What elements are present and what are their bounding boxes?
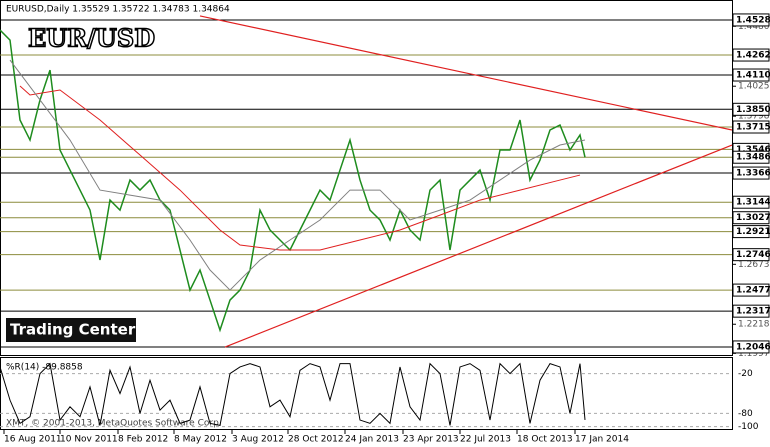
level-box (732, 304, 770, 318)
x-tick-label: 18 Oct 2013 (517, 435, 573, 445)
level-box (732, 13, 770, 27)
price-line (19, 85, 581, 251)
oscillator-label: %R(14) -89.8858 (6, 363, 83, 373)
osc-tick-label: -20 (738, 369, 753, 379)
x-tick-label: 8 Feb 2012 (118, 435, 168, 445)
x-tick-label: 8 May 2012 (174, 435, 227, 445)
x-tick-label: 16 Aug 2011 (4, 435, 62, 445)
x-tick-label: 23 Apr 2013 (403, 435, 459, 445)
osc-tick-label: -100 (738, 422, 759, 432)
x-tick-label: 24 Jan 2013 (345, 435, 399, 445)
price-line (9, 59, 586, 291)
price-line (0, 29, 586, 333)
level-box (732, 48, 770, 62)
x-tick-label: 10 Nov 2011 (60, 435, 118, 445)
level-label: 1.33662 (736, 169, 770, 179)
x-tick-label: 22 Jul 2013 (460, 435, 511, 445)
level-box (732, 150, 770, 164)
osc-tick-label: -80 (738, 409, 753, 419)
level-box (732, 211, 770, 225)
level-label: 1.27467 (736, 250, 770, 260)
level-box (732, 166, 770, 180)
level-box (732, 120, 770, 134)
brand-box (6, 318, 136, 342)
level-box (732, 102, 770, 116)
x-tick-label: 17 Jan 2014 (575, 435, 629, 445)
oscillator-panel (0, 357, 733, 430)
y-tick-label: 1.26735 (738, 260, 770, 270)
y-tick-label: 1.37980 (738, 112, 770, 122)
level-label: 1.37158 (736, 123, 770, 133)
trendline (199, 15, 733, 131)
level-box (732, 195, 770, 209)
level-label: 1.24778 (736, 286, 770, 296)
level-box (732, 248, 770, 262)
level-label: 1.45286 (736, 15, 770, 25)
level-box (732, 225, 770, 239)
x-tick-label: 28 Oct 2012 (288, 435, 344, 445)
x-tick-label: 3 Aug 2012 (232, 435, 284, 445)
level-box (732, 340, 770, 354)
logo: EUR/USD (28, 24, 155, 53)
y-tick-label: 1.44805 (738, 22, 770, 32)
level-label: 1.29218 (736, 227, 770, 237)
level-label: 1.30272 (736, 213, 770, 223)
main-panel (0, 0, 733, 356)
level-label: 1.31449 (736, 198, 770, 208)
trendline (224, 144, 733, 348)
level-label: 1.42622 (736, 51, 770, 61)
y-tick-label: 1.19975 (738, 349, 770, 359)
level-label: 1.41105 (736, 71, 770, 81)
chart-title: EURUSD,Daily 1.35529 1.35722 1.34783 1.3… (6, 5, 230, 15)
level-label: 1.23178 (736, 307, 770, 317)
oscillator-line (0, 362, 586, 426)
y-tick-label: 1.22185 (738, 320, 770, 330)
level-label: 1.38502 (736, 105, 770, 115)
copyright: XMT, © 2001-2013, MetaQuotes Software Co… (6, 419, 222, 429)
level-label: 1.20462 (736, 342, 770, 352)
level-label: 1.34864 (736, 153, 770, 163)
level-box (732, 68, 770, 82)
y-tick-label: 1.40255 (738, 82, 770, 92)
brand: Trading Center (10, 321, 136, 339)
level-box (732, 283, 770, 297)
